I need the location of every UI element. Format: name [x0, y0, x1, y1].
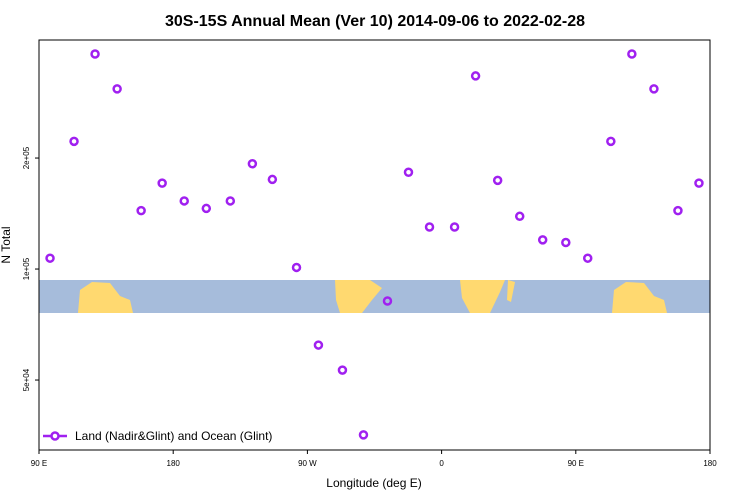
- point: [247, 158, 258, 169]
- x-tick-label: 0: [439, 459, 444, 468]
- point: [537, 235, 548, 245]
- map-band: [39, 280, 710, 313]
- point: [313, 340, 324, 350]
- point: [179, 196, 189, 206]
- point: [673, 205, 683, 216]
- point: [136, 205, 146, 216]
- point: [358, 430, 369, 440]
- point: [561, 237, 571, 248]
- plot-frame: [38, 39, 711, 451]
- point: [649, 84, 659, 94]
- x-tick-label: 180: [167, 459, 181, 468]
- point: [157, 178, 167, 188]
- x-tick-label: 90 E: [568, 459, 584, 468]
- y-tick-label: 5e+04: [22, 368, 31, 391]
- legend-marker: [50, 431, 60, 441]
- point: [201, 203, 212, 214]
- y-tick-label: 1e+05: [22, 257, 31, 280]
- point: [90, 49, 100, 59]
- x-tick-label: 90 W: [298, 459, 317, 468]
- point: [382, 296, 393, 306]
- point: [424, 222, 435, 232]
- legend-label: Land (Nadir&Glint) and Ocean (Glint): [75, 429, 272, 443]
- point: [69, 136, 79, 147]
- point: [225, 196, 236, 206]
- point: [337, 365, 348, 375]
- point: [267, 174, 278, 185]
- y-tick-label: 2e+05: [22, 146, 31, 169]
- x-tick-label: 90 E: [31, 459, 47, 468]
- y-axis-label: N Total: [0, 226, 13, 263]
- point: [492, 175, 503, 186]
- point: [45, 253, 55, 263]
- point: [470, 71, 481, 81]
- x-tick-label: 180: [703, 459, 717, 468]
- x-axis-label: Longitude (deg E): [326, 476, 421, 490]
- point: [606, 136, 616, 147]
- point: [112, 84, 122, 94]
- point: [694, 178, 704, 188]
- chart-title: 30S-15S Annual Mean (Ver 10) 2014-09-06 …: [165, 13, 585, 30]
- point: [627, 49, 637, 59]
- point: [449, 222, 460, 232]
- point: [403, 167, 414, 178]
- point: [291, 262, 302, 273]
- point: [582, 253, 593, 263]
- point: [514, 211, 525, 222]
